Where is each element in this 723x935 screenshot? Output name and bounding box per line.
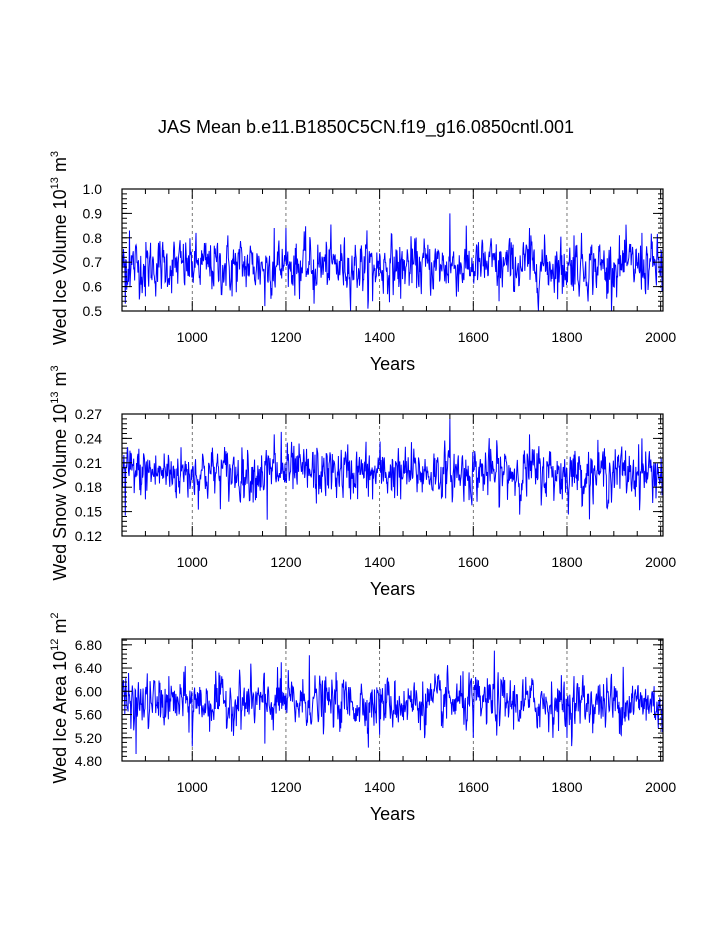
plot-frame xyxy=(121,638,664,762)
x-tick-label: 2000 xyxy=(645,554,676,570)
y-axis-title: Wed Snow Volume 1013 m3 xyxy=(49,365,70,580)
y-tick-label: 0.12 xyxy=(75,528,102,544)
y-tick-label: 0.27 xyxy=(75,406,102,422)
x-tick-label: 1600 xyxy=(458,554,489,570)
x-tick-label: 1800 xyxy=(551,554,582,570)
x-tick-label: 1000 xyxy=(177,554,208,570)
x-tick-label: 1800 xyxy=(551,779,582,795)
y-tick-label: 5.20 xyxy=(75,730,102,746)
ice-volume-panel: 1000 1200 1400 1600 1800 2000 Years 0.5 0.6 0.7 0.… xyxy=(49,151,676,374)
series-line xyxy=(121,213,664,312)
x-axis-title: Years xyxy=(370,804,415,824)
y-tick-label: 0.15 xyxy=(75,504,102,520)
x-axis-title: Years xyxy=(370,579,415,599)
series-line xyxy=(121,418,664,520)
x-tick-label: 1400 xyxy=(364,329,395,345)
y-tick-label: 5.60 xyxy=(75,707,102,723)
x-tick-label: 1400 xyxy=(364,779,395,795)
x-tick-label: 2000 xyxy=(645,329,676,345)
x-tick-label: 1400 xyxy=(364,554,395,570)
y-tick-label: 0.8 xyxy=(83,230,103,246)
x-tick-label: 1200 xyxy=(270,554,301,570)
snow-volume-panel: 1000 1200 1400 1600 1800 2000 Years 0.12 0.15 0.1… xyxy=(49,365,676,599)
y-tick-label: 0.6 xyxy=(83,279,103,295)
y-tick-label: 0.24 xyxy=(75,430,102,446)
x-tick-label: 1200 xyxy=(270,329,301,345)
y-tick-label: 0.5 xyxy=(83,303,103,319)
plot-frame xyxy=(121,188,664,312)
y-tick-label: 6.00 xyxy=(75,683,102,699)
x-tick-label: 2000 xyxy=(645,779,676,795)
x-tick-label: 1200 xyxy=(270,779,301,795)
x-tick-label: 1600 xyxy=(458,779,489,795)
y-axis-title: Wed Ice Area 1012 m2 xyxy=(49,612,70,783)
x-tick-label: 1000 xyxy=(177,779,208,795)
x-tick-label: 1600 xyxy=(458,329,489,345)
plot-frame xyxy=(121,413,664,537)
y-tick-label: 6.40 xyxy=(75,660,102,676)
x-axis-title: Years xyxy=(370,354,415,374)
y-axis-title: Wed Ice Volume 1013 m3 xyxy=(49,151,70,345)
y-tick-label: 0.7 xyxy=(83,254,103,270)
series-line xyxy=(121,650,664,755)
y-tick-label: 4.80 xyxy=(75,753,102,769)
y-tick-label: 6.80 xyxy=(75,637,102,653)
chart-title: JAS Mean b.e11.B1850C5CN.f19_g16.0850cnt… xyxy=(158,117,574,138)
x-tick-label: 1800 xyxy=(551,329,582,345)
x-tick-label: 1000 xyxy=(177,329,208,345)
y-tick-label: 0.18 xyxy=(75,479,102,495)
y-tick-label: 0.9 xyxy=(83,205,103,221)
y-tick-label: 0.21 xyxy=(75,455,102,471)
y-tick-label: 1.0 xyxy=(83,181,103,197)
ice-area-panel: 1000 1200 1400 1600 1800 2000 Years 4.80 5.20 5.6… xyxy=(49,612,676,824)
